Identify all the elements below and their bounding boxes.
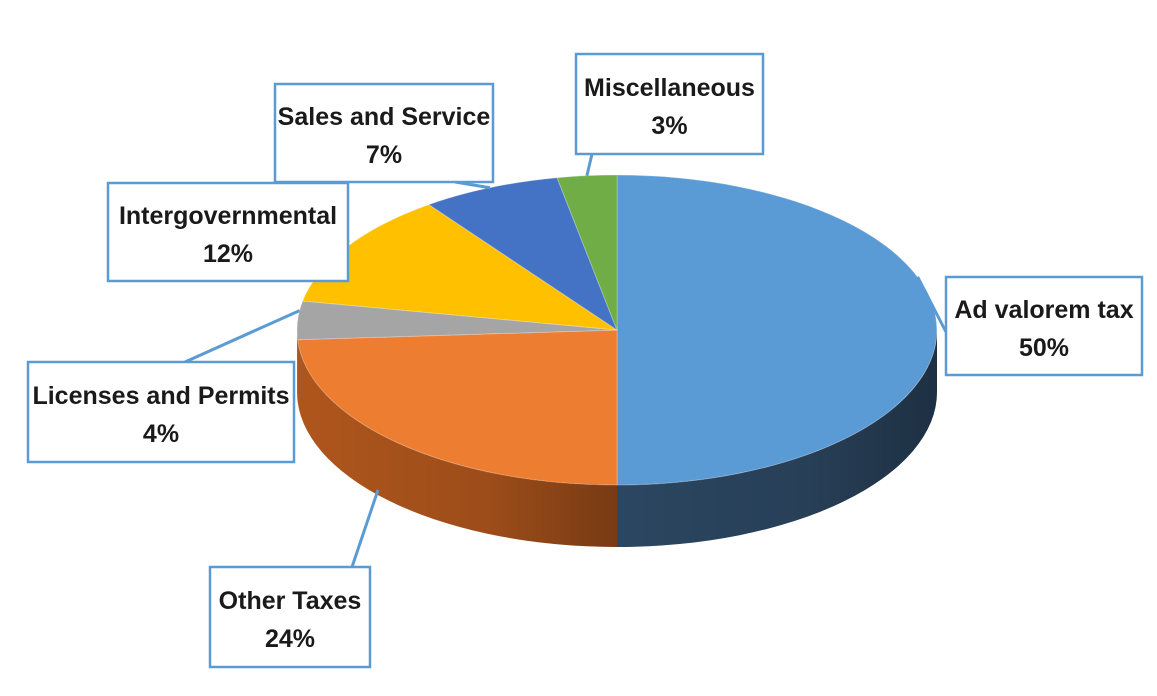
- callout-box-ad-valorem-tax: [944, 275, 1144, 377]
- callout-box-intergovernmental: [106, 181, 350, 283]
- slice-side-other-taxes: [297, 339, 617, 547]
- leader-line-other-taxes: [350, 489, 380, 568]
- data-label-sales-and-service: Sales and Service 7%: [273, 82, 495, 184]
- callout-box-sales-and-service: [273, 82, 495, 184]
- leader-line-licenses-and-permits: [184, 309, 301, 364]
- percent-label: 24%: [265, 625, 315, 653]
- category-label: Licenses and Permits: [32, 382, 289, 410]
- pie-sides: [297, 330, 937, 547]
- slice-miscellaneous: [556, 174, 618, 331]
- leader-line-miscellaneous: [585, 153, 594, 177]
- data-labels: Ad valorem tax 50% Other Taxes 24% Licenses …: [26, 52, 1144, 669]
- slice-ad-valorem-tax: [616, 174, 938, 486]
- category-label: Intergovernmental: [119, 202, 337, 230]
- percent-label: 50%: [1019, 334, 1069, 362]
- data-label-intergovernmental: Intergovernmental 12%: [106, 181, 350, 283]
- pie-top: [296, 174, 938, 486]
- percent-label: 4%: [143, 420, 179, 448]
- percent-label: 3%: [651, 112, 687, 140]
- slice-licenses-and-permits: [296, 300, 618, 341]
- category-label: Other Taxes: [219, 587, 362, 615]
- data-label-ad-valorem-tax: Ad valorem tax 50%: [944, 275, 1144, 377]
- data-label-miscellaneous: Miscellaneous 3%: [574, 52, 765, 156]
- data-label-licenses-and-permits: Licenses and Permits 4%: [26, 360, 296, 464]
- percent-label: 7%: [366, 141, 402, 169]
- slice-sales-and-service: [427, 177, 619, 332]
- percent-label: 12%: [203, 240, 253, 268]
- data-label-other-taxes: Other Taxes 24%: [208, 565, 372, 669]
- callout-box-other-taxes: [208, 565, 372, 669]
- callout-box-licenses-and-permits: [26, 360, 296, 464]
- slice-side-licenses-and-permits: [297, 330, 298, 402]
- category-label: Sales and Service: [278, 103, 491, 131]
- leader-line-ad-valorem-tax: [916, 276, 948, 333]
- category-label: Miscellaneous: [584, 74, 755, 102]
- category-label: Ad valorem tax: [954, 296, 1133, 324]
- callout-box-miscellaneous: [574, 52, 765, 156]
- slice-other-taxes: [297, 329, 618, 486]
- slice-side-ad-valorem-tax: [617, 330, 937, 547]
